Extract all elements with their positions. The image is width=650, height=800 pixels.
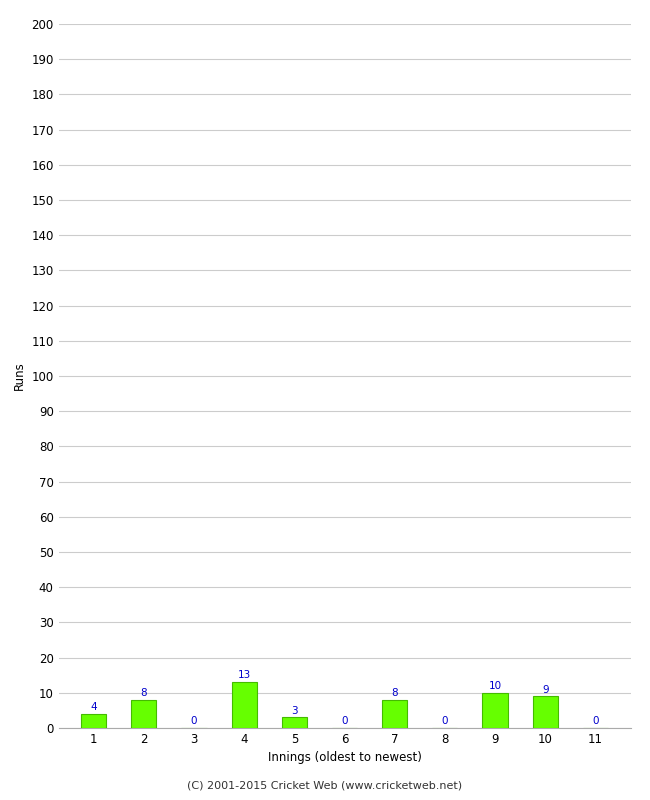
Bar xyxy=(131,700,157,728)
Bar xyxy=(282,718,307,728)
X-axis label: Innings (oldest to newest): Innings (oldest to newest) xyxy=(268,751,421,765)
Text: 3: 3 xyxy=(291,706,298,716)
Text: 8: 8 xyxy=(391,688,398,698)
Y-axis label: Runs: Runs xyxy=(13,362,26,390)
Bar xyxy=(81,714,106,728)
Text: 13: 13 xyxy=(237,670,251,681)
Text: 8: 8 xyxy=(140,688,147,698)
Bar xyxy=(532,696,558,728)
Bar xyxy=(231,682,257,728)
Text: 10: 10 xyxy=(488,681,502,691)
Text: 4: 4 xyxy=(90,702,97,712)
Bar xyxy=(382,700,407,728)
Text: 0: 0 xyxy=(441,716,448,726)
Text: 0: 0 xyxy=(190,716,197,726)
Text: 0: 0 xyxy=(592,716,599,726)
Text: 0: 0 xyxy=(341,716,348,726)
Bar xyxy=(482,693,508,728)
Text: (C) 2001-2015 Cricket Web (www.cricketweb.net): (C) 2001-2015 Cricket Web (www.cricketwe… xyxy=(187,781,463,790)
Text: 9: 9 xyxy=(542,685,549,694)
